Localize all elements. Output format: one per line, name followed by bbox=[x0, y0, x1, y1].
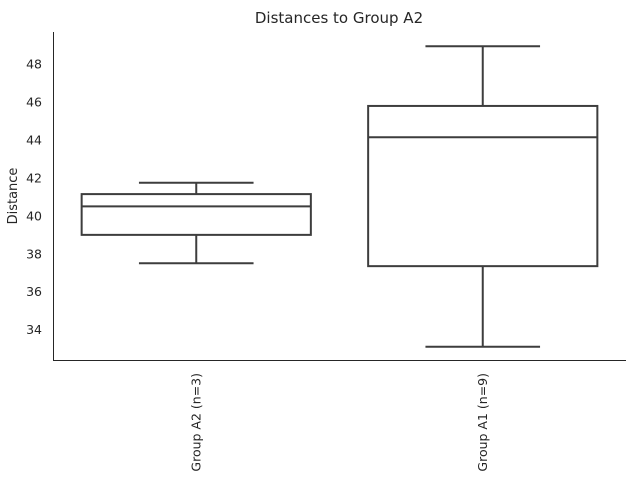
box-1 bbox=[80, 181, 312, 265]
y-tick-label: 34 bbox=[26, 322, 42, 337]
y-tick-label: 46 bbox=[26, 95, 42, 110]
x-tick-label: Group A2 (n=3) bbox=[188, 373, 203, 472]
box-2 bbox=[367, 45, 599, 348]
x-axis-ticks: Group A2 (n=3) Group A1 (n=9) bbox=[188, 373, 490, 472]
iqr-box bbox=[367, 104, 599, 268]
y-axis-label: Distance bbox=[6, 168, 21, 225]
y-tick-label: 38 bbox=[26, 246, 42, 261]
y-tick-label: 42 bbox=[26, 170, 42, 185]
x-tick-label: Group A1 (n=9) bbox=[475, 373, 490, 472]
iqr-box bbox=[80, 193, 312, 236]
box-series bbox=[80, 45, 599, 348]
y-tick-label: 44 bbox=[26, 133, 42, 148]
y-axis-ticks: 34 36 38 40 42 44 46 48 bbox=[26, 57, 42, 337]
y-tick-label: 48 bbox=[26, 57, 42, 72]
chart-title: Distances to Group A2 bbox=[255, 9, 423, 27]
y-tick-label: 36 bbox=[26, 284, 42, 299]
y-tick-label: 40 bbox=[26, 208, 42, 223]
